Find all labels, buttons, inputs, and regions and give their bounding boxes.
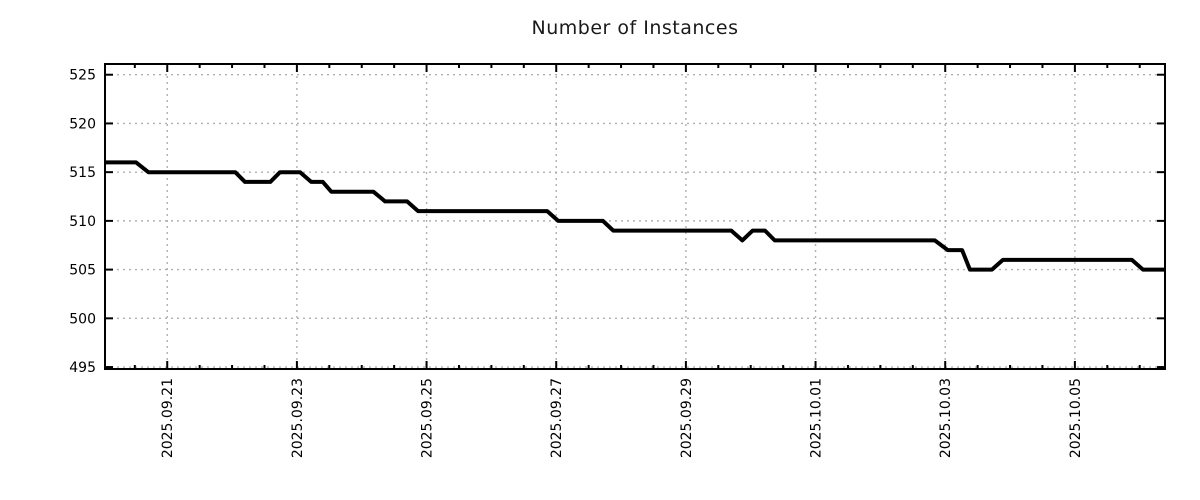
x-tick-label: 2025.09.21: [160, 378, 176, 458]
y-tick-label: 505: [69, 263, 96, 279]
x-tick-label: 2025.10.01: [809, 378, 825, 458]
y-tick-label: 525: [69, 68, 96, 84]
x-axis-labels: 2025.09.21 2025.09.23 2025.09.25 2025.09.27…: [160, 378, 1084, 458]
chart-title: Number of Instances: [531, 17, 739, 39]
plot-border: [104, 63, 1166, 370]
y-tick-label: 520: [69, 116, 96, 132]
x-tick-label: 2025.09.23: [290, 378, 306, 458]
y-axis-labels: 495 500 505 510 515 520 525: [69, 68, 96, 376]
y-tick-label: 500: [69, 311, 96, 327]
series-line-instances: [105, 160, 1165, 272]
grid-lines: [105, 64, 1165, 369]
y-tick-label: 495: [69, 360, 96, 376]
x-tick-label: 2025.09.29: [679, 378, 695, 458]
y-tick-label: 510: [69, 214, 96, 230]
axis-ticks: [105, 64, 1165, 369]
x-tick-label: 2025.10.05: [1068, 378, 1084, 458]
x-tick-label: 2025.10.03: [938, 378, 954, 458]
x-tick-label: 2025.09.25: [420, 378, 436, 458]
x-tick-label: 2025.09.27: [549, 378, 565, 458]
y-tick-label: 515: [69, 165, 96, 181]
